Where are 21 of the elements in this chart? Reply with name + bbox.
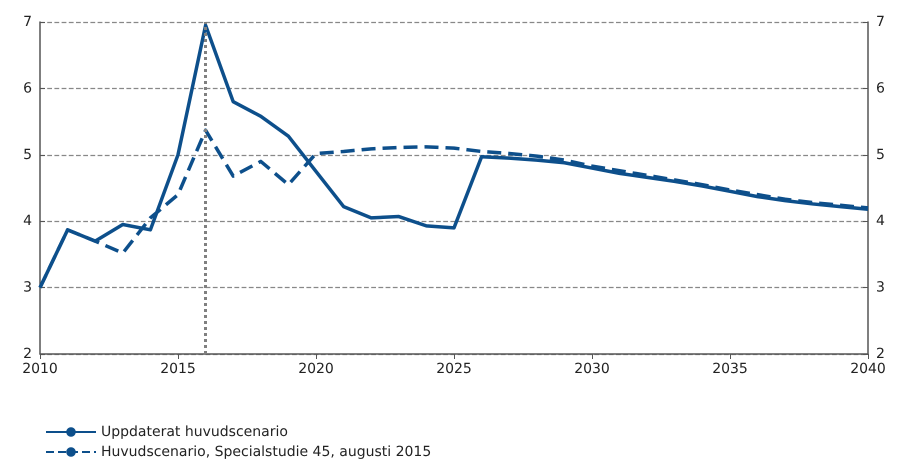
x-tick-label: 2015	[160, 361, 196, 377]
x-tick-label: 2040	[850, 361, 886, 377]
y2-tick-label: 4	[876, 213, 885, 230]
x-tick-label: 2030	[574, 361, 610, 377]
x-tick-label: 2035	[712, 361, 748, 377]
y2-tick-label: 6	[876, 80, 885, 96]
y-tick-label: 7	[23, 14, 32, 30]
y2-tick-label: 3	[876, 280, 885, 296]
y2-tick-label: 5	[876, 146, 885, 163]
y2-tick-label: 7	[876, 14, 885, 30]
y-tick-label: 4	[23, 213, 32, 230]
x-tick-label: 2010	[22, 361, 58, 377]
legend-label: Uppdaterat huvudscenario	[101, 424, 288, 440]
x-tick-label: 2025	[436, 361, 472, 377]
legend-label: Huvudscenario, Specialstudie 45, augusti 2015	[101, 444, 432, 460]
y2-tick-label: 2	[876, 346, 885, 362]
y-tick-label: 3	[23, 280, 32, 296]
y-tick-label: 2	[23, 346, 32, 362]
x-tick-label: 2020	[298, 361, 334, 377]
y-tick-label: 5	[23, 146, 32, 163]
y-tick-label: 6	[23, 80, 32, 96]
